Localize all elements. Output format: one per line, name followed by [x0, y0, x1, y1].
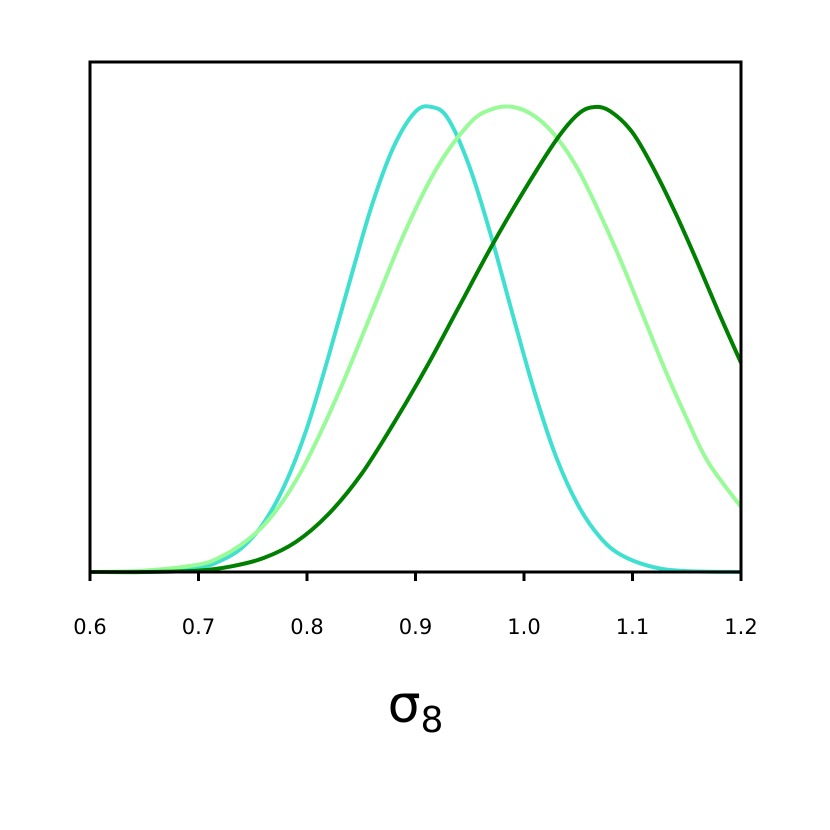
series-line-2	[89, 104, 743, 574]
x-axis-label-main: σ	[388, 675, 421, 735]
series-line-3	[89, 104, 743, 575]
x-tick-label: 0.7	[182, 615, 215, 639]
x-axis-label: σ8	[388, 675, 444, 741]
x-axis-label-subscript: 8	[421, 700, 444, 741]
x-tick-label: 1.0	[507, 615, 540, 639]
x-tick-label: 0.9	[399, 615, 432, 639]
x-tick-label: 0.8	[290, 615, 323, 639]
series-line-1	[89, 104, 742, 575]
x-tick-group: 0.6 0.7 0.8 0.9 1.0 1.1 1.2	[73, 572, 758, 639]
series-group	[89, 104, 743, 575]
x-tick-label: 1.1	[616, 615, 649, 639]
x-tick-label: 0.6	[73, 615, 106, 639]
x-tick-label: 1.2	[724, 615, 757, 639]
